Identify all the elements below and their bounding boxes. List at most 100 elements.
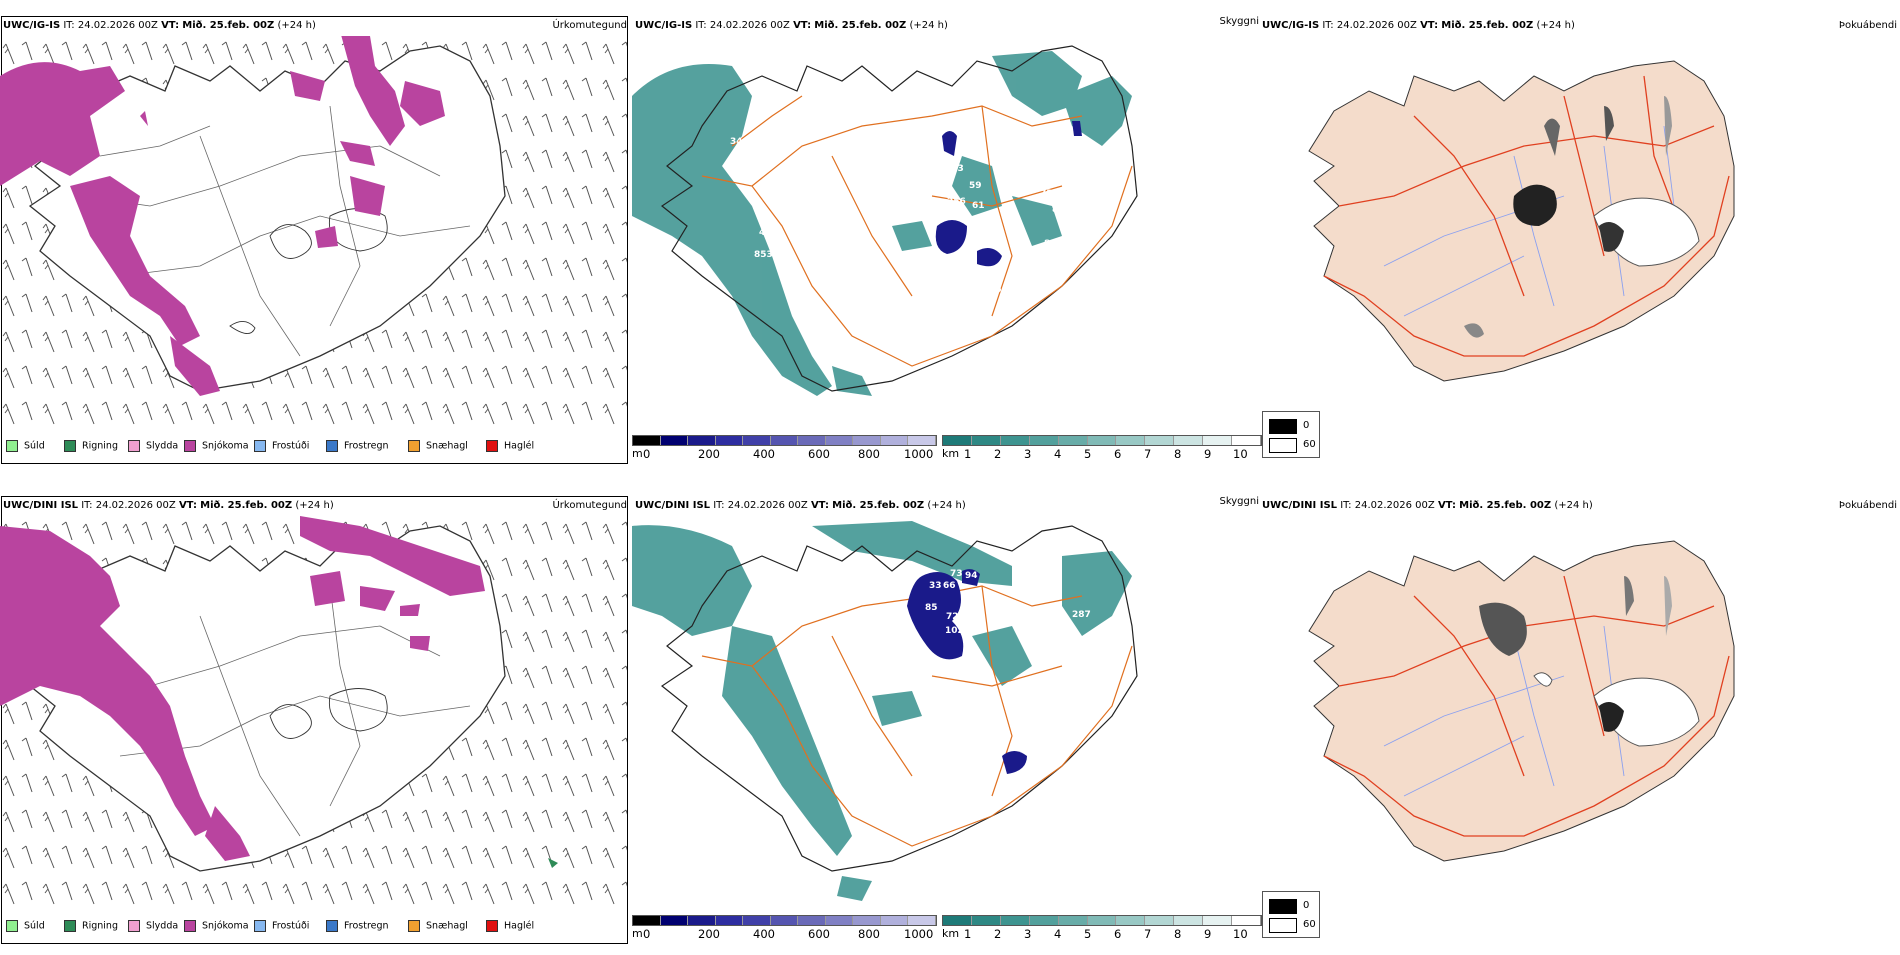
valid-time: Mið. 25.feb. 00Z: [182, 20, 275, 31]
legend-swatch: [408, 920, 420, 932]
colorbar-cell: [715, 916, 744, 925]
iceland-coastline: [28, 525, 506, 872]
legend-swatch: [254, 440, 266, 452]
fog-index-map[interactable]: [1264, 516, 1900, 906]
svg-text:94: 94: [965, 571, 978, 581]
colorbar-tick: 9: [1204, 927, 1212, 941]
legend-label: Slydda: [146, 440, 179, 452]
valid-label: VT:: [1437, 500, 1456, 511]
legend-item: Frostúði: [254, 440, 309, 454]
init-label: IT:: [63, 20, 75, 31]
colorbar-tick: 6: [1114, 927, 1122, 941]
init-time: 24.02.2026 00Z: [727, 500, 808, 511]
init-time: 24.02.2026 00Z: [1336, 20, 1417, 31]
colorbar-tick: 1000: [904, 447, 934, 461]
colorbar-cell: [880, 916, 909, 925]
valid-label: VT:: [161, 20, 180, 31]
legend-label: Haglél: [504, 920, 535, 932]
cloud-base-labels: 73 94 33 66 85 72 102 287 32 18: [925, 569, 1091, 752]
fog-index-map[interactable]: [1264, 36, 1900, 426]
colorbar-cell: [633, 916, 661, 925]
colorbar-cell: [1058, 916, 1088, 925]
legend-swatch: [6, 920, 18, 932]
snowfall-areas: [0, 516, 485, 861]
legend-label: Snjókoma: [202, 920, 249, 932]
init-time: 24.02.2026 00Z: [709, 20, 790, 31]
lead-time: (+24 h): [277, 20, 316, 31]
colorbar-cell: [853, 916, 881, 925]
panel-title: Þokuábendi: [1838, 500, 1897, 511]
colorbar-cell: [1174, 436, 1204, 445]
fog-index-panel: UWC/DINI ISL IT: 24.02.2026 00Z VT: Mið.…: [1262, 480, 1900, 955]
colorbar-cell: [743, 436, 771, 445]
legend-label: Snæhagl: [426, 440, 468, 452]
colorbar-tick: 2: [994, 927, 1002, 941]
colorbar-cell: [1232, 436, 1261, 445]
fog-areas: [1464, 96, 1700, 338]
fog-key-swatch: [1269, 918, 1297, 933]
svg-text:59: 59: [969, 181, 982, 191]
precip-map[interactable]: [0, 516, 630, 916]
colorbar-tick: 5: [1084, 927, 1092, 941]
model-name: UWC/IG-IS: [1262, 20, 1320, 31]
legend-label: Frostúði: [272, 440, 310, 452]
panel-title: Úrkomutegund: [552, 500, 627, 511]
lead-time: (+24 h): [295, 500, 334, 511]
colorbar-cell: [798, 436, 826, 445]
precip-type-panel: UWC/DINI ISL IT: 24.02.2026 00Z VT: Mið.…: [0, 480, 630, 955]
colorbar-tick: 1: [964, 927, 972, 941]
panel-header: UWC/DINI ISL IT: 24.02.2026 00Z VT: Mið.…: [635, 496, 1259, 514]
legend-swatch: [64, 920, 76, 932]
legend-swatch: [326, 920, 338, 932]
visibility-map[interactable]: 73 94 33 66 85 72 102 287 32 18: [632, 516, 1262, 911]
colorbar-tick: 800: [858, 927, 880, 941]
road-network: [79, 105, 471, 357]
init-label: IT:: [1322, 20, 1334, 31]
fog-key-swatch: [1269, 899, 1297, 914]
panel-title: Skyggni: [1219, 16, 1259, 27]
svg-text:73: 73: [950, 569, 963, 579]
colorbar-tick: 800: [858, 447, 880, 461]
colorbar-tick: 5: [1084, 447, 1092, 461]
legend-item: Súld: [6, 920, 45, 934]
valid-label: VT:: [178, 500, 197, 511]
colorbar-cell: [825, 436, 854, 445]
colorbar-cell: [633, 436, 661, 445]
fog-index-key: 0 60: [1262, 411, 1320, 458]
init-label: IT:: [713, 500, 725, 511]
svg-text:853: 853: [754, 250, 773, 260]
colorbar-cell: [971, 436, 1001, 445]
legend-item: Haglél: [486, 920, 534, 934]
legend-item: Slydda: [128, 920, 178, 934]
cloud-base-areas: [935, 121, 1082, 267]
colorbar-cell: [825, 916, 854, 925]
valid-label: VT:: [1420, 20, 1439, 31]
legend-label: Súld: [24, 440, 45, 452]
low-visibility-areas: [632, 521, 1132, 901]
valid-time: Mið. 25.feb. 00Z: [814, 20, 907, 31]
svg-text:85: 85: [925, 603, 938, 613]
legend-label: Súld: [24, 920, 45, 932]
colorbar-tick: 7: [1144, 447, 1152, 461]
valid-label: VT:: [810, 500, 829, 511]
legend-item: Frostregn: [326, 440, 389, 454]
legend-label: Rigning: [82, 440, 118, 452]
colorbar-tick: 0: [643, 927, 651, 941]
svg-text:71: 71: [941, 269, 954, 279]
precip-panel-frame: [1, 16, 628, 464]
panel-header: UWC/DINI ISL IT: 24.02.2026 00Z VT: Mið.…: [1262, 500, 1897, 514]
visibility-map[interactable]: 349 583 59 256 61 69 42 853 71 96 232 73…: [632, 36, 1262, 431]
legend-swatch: [254, 920, 266, 932]
colorbar-unit: km: [942, 927, 960, 940]
svg-text:232: 232: [1065, 153, 1084, 163]
model-name: UWC/IG-IS: [635, 20, 693, 31]
fog-key-label: 60: [1303, 439, 1316, 450]
precip-map[interactable]: [0, 36, 630, 436]
legend-swatch: [184, 440, 196, 452]
legend-label: Frostregn: [344, 920, 389, 932]
low-visibility-areas: [632, 51, 1132, 396]
colorbar-tick: 1000: [904, 927, 934, 941]
lead-time: (+24 h): [909, 20, 948, 31]
init-label: IT:: [695, 20, 707, 31]
colorbar-tick: 200: [698, 927, 720, 941]
